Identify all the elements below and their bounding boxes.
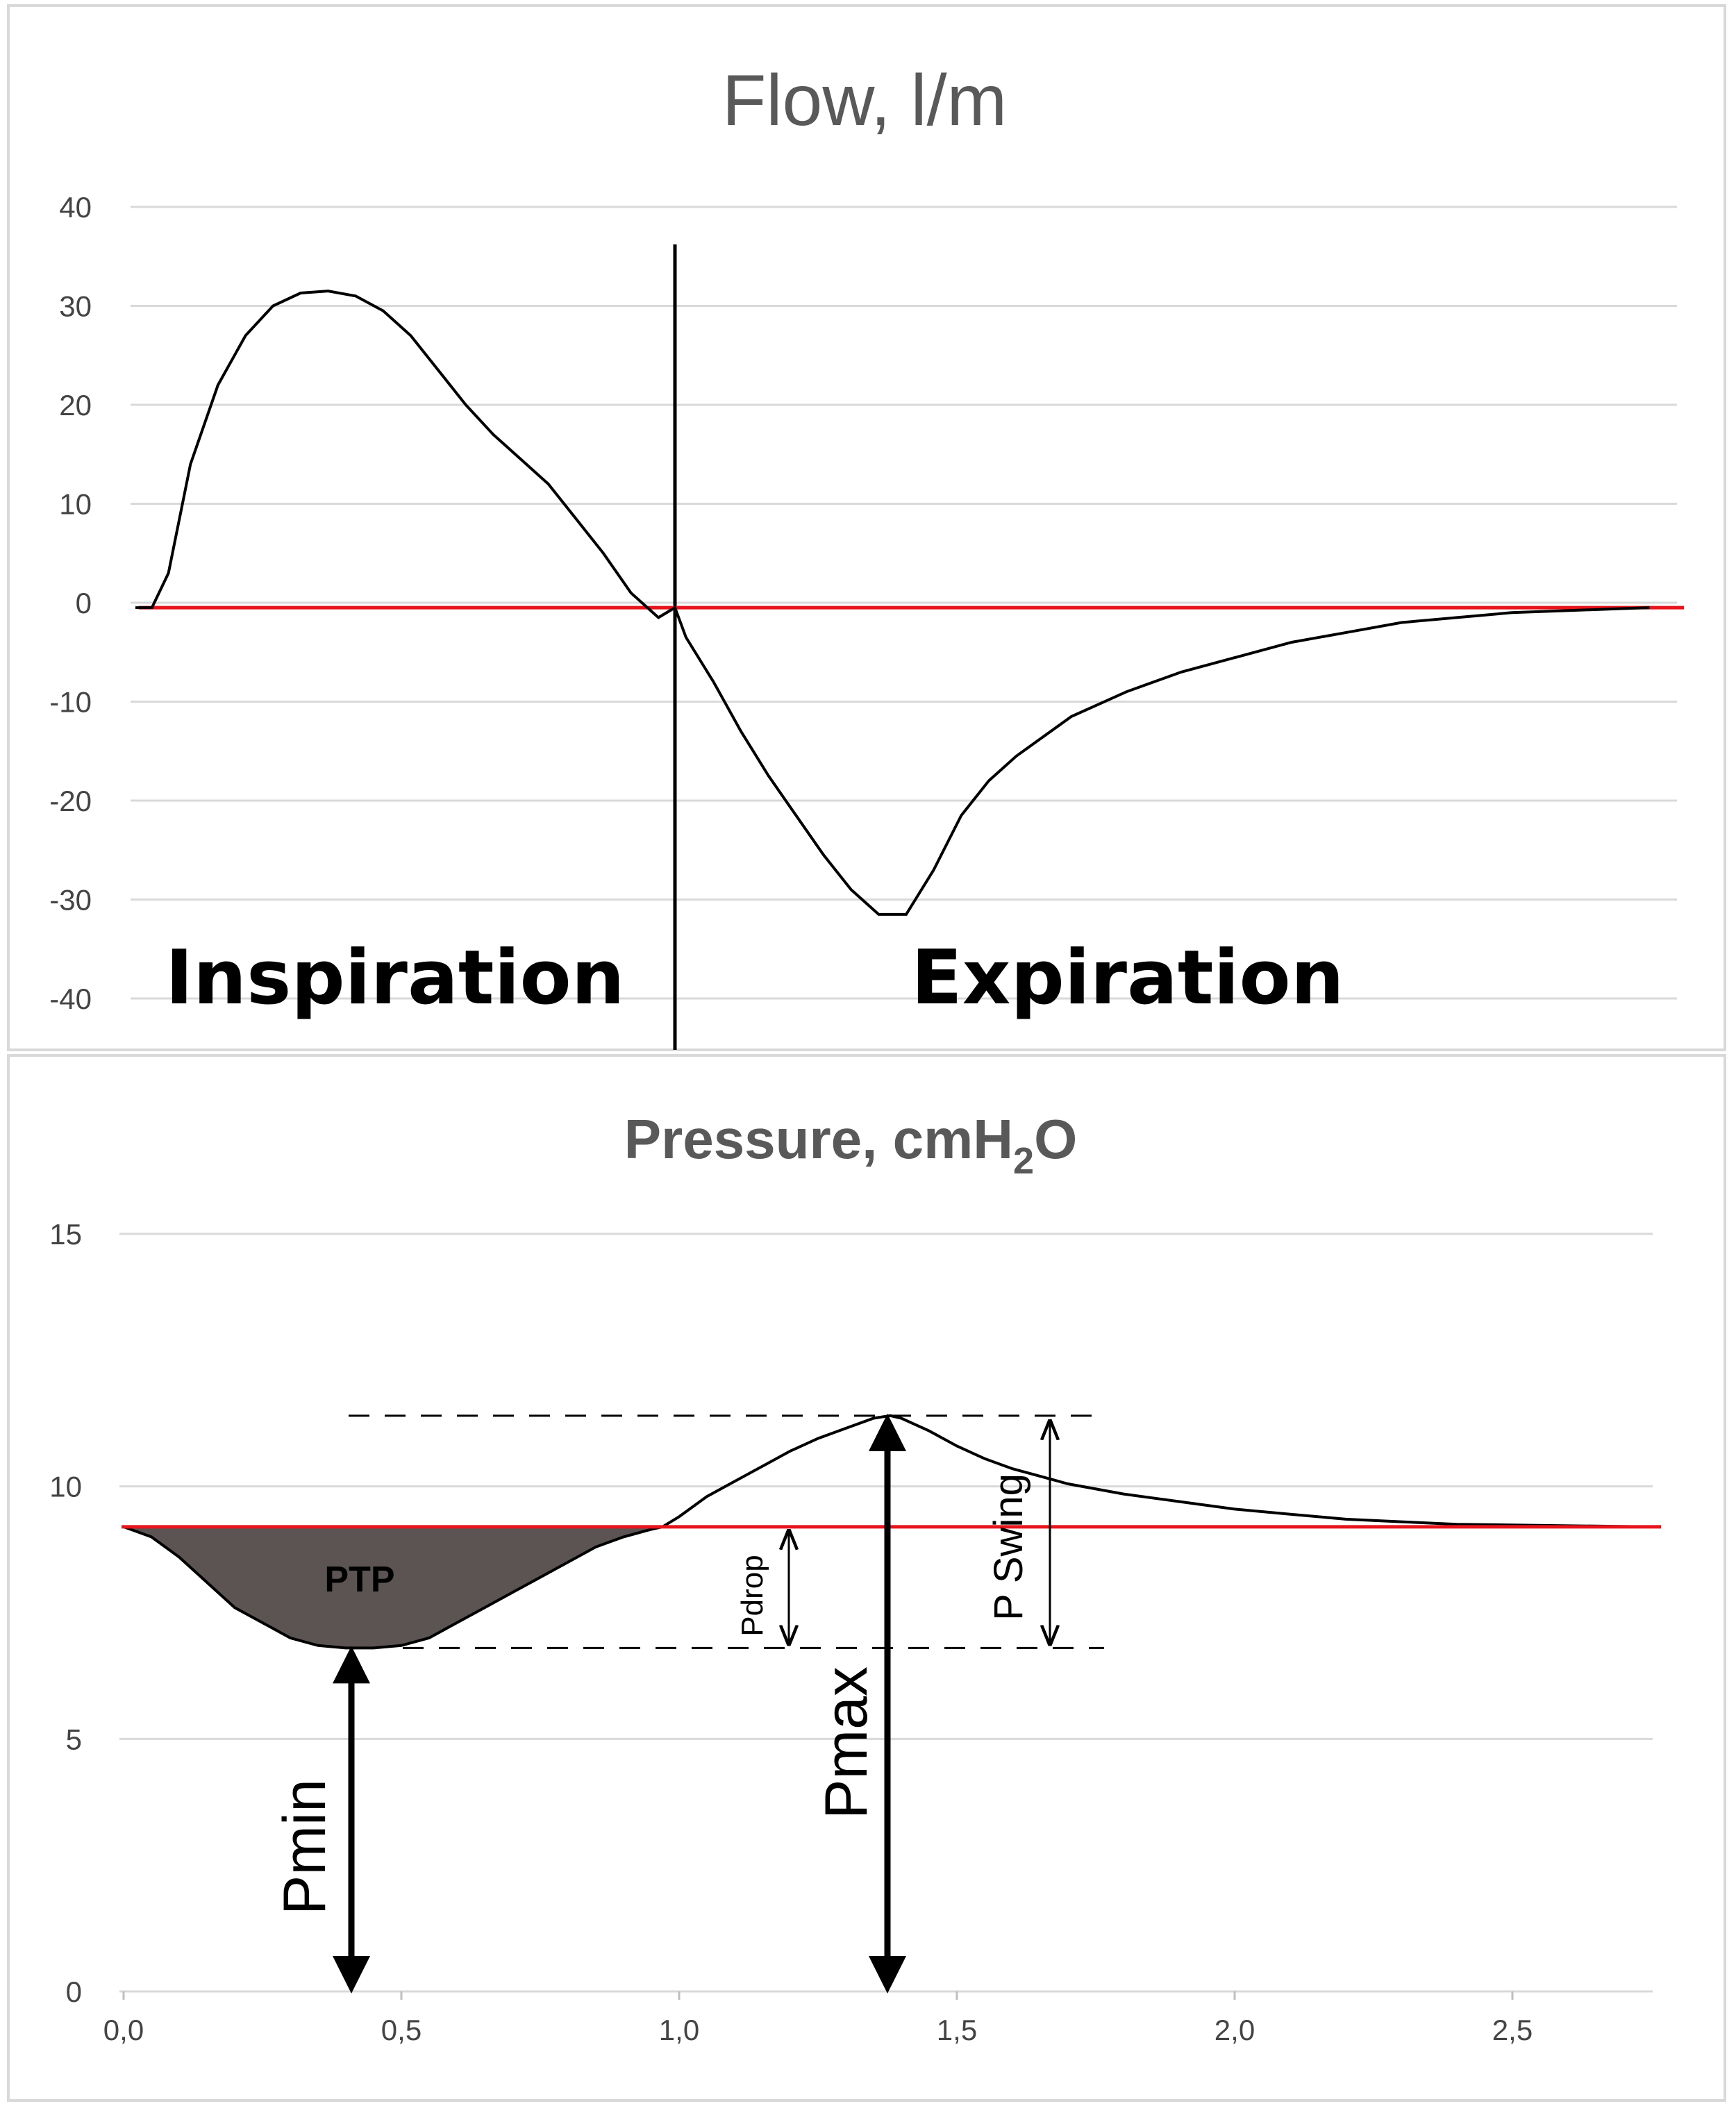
pressure-y-tick-label: 5 [66, 1723, 82, 1755]
pressure-series-line [123, 1414, 1652, 1650]
flow-title: Flow, l/m [722, 60, 1007, 141]
pressure-y-tick-label: 15 [49, 1218, 82, 1251]
pressure-y-tick-labels: 15 10 5 0 [49, 1218, 82, 2008]
pressure-x-tick-labels: 0,0 0,5 1,0 1,5 2,0 2,5 [103, 1991, 1533, 2046]
flow-y-tick-label: -20 [49, 785, 92, 817]
flow-y-tick-label: -10 [49, 686, 92, 719]
pressure-x-tick-label: 2,0 [1215, 2014, 1255, 2046]
flow-y-tick-label: 30 [59, 290, 92, 323]
flow-y-tick-label: -40 [49, 983, 92, 1015]
pressure-y-tick-label: 0 [66, 1975, 82, 2008]
flow-panel [7, 4, 1726, 1051]
pressure-x-tick-label: 1,5 [937, 2014, 977, 2046]
inspiration-label: Inspiration [165, 935, 625, 1021]
pmax-label: Pmax [813, 1666, 880, 1819]
flow-y-tick-label: 0 [76, 587, 92, 619]
ptp-shaded-area [124, 1526, 662, 1648]
pswing-label: P Swing [986, 1473, 1031, 1621]
flow-y-tick-label: 10 [59, 488, 92, 521]
flow-y-tick-label: 20 [59, 389, 92, 421]
flow-gridlines [131, 206, 1677, 1000]
ptp-label: PTP [324, 1560, 394, 1600]
pressure-title: Pressure, cmH2O [624, 1108, 1078, 1182]
pmin-label: Pmin [272, 1779, 338, 1915]
pdrop-label: Pdrop [735, 1555, 769, 1636]
pressure-y-tick-label: 10 [49, 1471, 82, 1503]
flow-y-tick-label: 40 [59, 191, 92, 224]
expiration-label: Expiration [911, 935, 1344, 1021]
flow-y-tick-label: -30 [49, 884, 92, 917]
pressure-x-tick-label: 0,5 [381, 2014, 422, 2046]
flow-series-line [135, 290, 1650, 916]
pressure-x-tick-label: 1,0 [659, 2014, 699, 2046]
pressure-x-tick-label: 2,5 [1492, 2014, 1533, 2046]
flow-y-tick-labels: 40 30 20 10 0 -10 -20 -30 -40 [49, 191, 92, 1015]
pressure-x-tick-label: 0,0 [103, 2014, 144, 2046]
